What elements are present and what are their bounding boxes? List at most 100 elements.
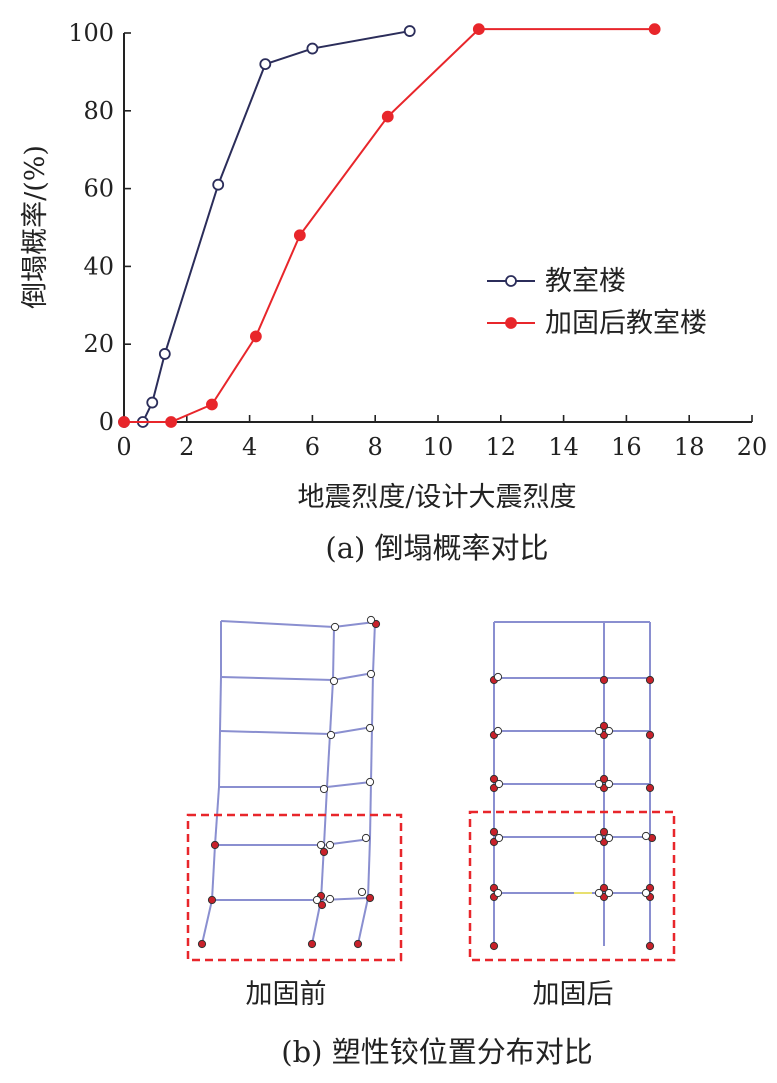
plastic-hinge-open (493, 888, 503, 898)
data-point (381, 110, 394, 123)
plastic-hinge-open (330, 622, 340, 632)
plastic-hinge-open (604, 888, 614, 898)
frame-member (329, 679, 334, 735)
plastic-hinge-filled (599, 883, 609, 893)
plastic-hinge-filled (645, 783, 655, 793)
plastic-hinge-open (641, 831, 651, 841)
plastic-hinge-open (325, 840, 335, 850)
plastic-hinge-filled (645, 730, 655, 740)
y-tick-label: 0 (99, 408, 114, 436)
data-point (306, 42, 319, 55)
series-layer (118, 23, 661, 428)
plastic-hinge-filled (599, 774, 609, 784)
frame-after-retrofit (489, 621, 657, 951)
highlight-box-after (468, 810, 676, 962)
frame-member (332, 672, 374, 681)
series-line (124, 28, 655, 423)
plastic-hinge-filled (210, 840, 220, 850)
plastic-hinge-open (312, 895, 322, 905)
data-point (118, 416, 130, 428)
x-tick-label: 8 (368, 433, 383, 461)
x-tick-label: 2 (179, 433, 194, 461)
plastic-hinge-open (494, 779, 504, 789)
plastic-hinge-filled (645, 675, 655, 685)
plastic-hinge-open (326, 730, 336, 740)
legend-label: 教室楼 (545, 266, 626, 297)
x-tick-label: 14 (548, 433, 579, 461)
plastic-hinge-open (316, 840, 326, 850)
y-tick-label: 60 (83, 175, 114, 203)
plastic-hinge-open (594, 779, 604, 789)
x-tick-label: 18 (674, 433, 705, 461)
data-point (293, 229, 306, 242)
caption-b: (b) 塑性铰位置分布对比 (281, 1035, 592, 1069)
data-point (648, 23, 661, 36)
collapse-probability-chart: 0 2 4 6 8 10 12 14 16 18 20 0 20 40 60 80 100 地震烈度/设计大震… (20, 19, 767, 513)
frame-member (219, 730, 331, 735)
plastic-hinge-open (604, 726, 614, 736)
plastic-hinge-open (357, 887, 367, 897)
plastic-hinge-filled (207, 895, 217, 905)
plastic-hinge-filled (317, 900, 327, 910)
y-axis-title: 倒塌概率/(%) (20, 145, 51, 309)
plastic-hinge-open (493, 672, 503, 682)
data-point (206, 398, 218, 411)
plastic-hinge-open (594, 833, 604, 843)
x-axis-title: 地震烈度/设计大震烈度 (297, 482, 576, 513)
frame-member (372, 621, 376, 674)
plastic-hinge-open (361, 833, 371, 843)
x-tick-label: 16 (611, 433, 642, 461)
frame-member (218, 730, 221, 788)
plastic-hinge-filled (645, 941, 655, 951)
x-tick-label: 20 (737, 433, 768, 461)
plastic-hinge-filled (319, 847, 329, 857)
frame-member (332, 626, 335, 681)
frame-member (220, 620, 335, 628)
frame-member (367, 838, 371, 899)
frame-before-retrofit (197, 615, 381, 949)
plastic-hinge-open (365, 723, 375, 733)
plastic-hinge-filled (599, 675, 609, 685)
y-tick-label: 40 (83, 252, 114, 280)
plastic-hinge-filled (353, 939, 363, 949)
plastic-hinge-open (493, 726, 503, 736)
data-point (259, 58, 272, 71)
x-tick-label: 0 (116, 433, 131, 461)
x-axis-ticks: 0 2 4 6 8 10 12 14 16 18 20 (116, 415, 767, 461)
y-tick-label: 100 (68, 19, 114, 47)
series-2 (118, 23, 661, 428)
data-point (472, 23, 485, 36)
legend-marker (505, 275, 517, 287)
frame-member (371, 672, 374, 728)
plastic-hinge-filled (489, 827, 499, 837)
frame-member (329, 726, 373, 735)
x-tick-label: 4 (242, 433, 257, 461)
data-point (146, 396, 159, 409)
frame-member (369, 781, 372, 840)
plastic-hinge-open (494, 833, 504, 843)
plastic-hinge-open (641, 888, 651, 898)
plastic-hinge-filled (365, 893, 375, 903)
frame-after-label: 加固后 (533, 979, 614, 1010)
data-point (165, 416, 178, 428)
chart-axes (123, 33, 752, 423)
frame-member (219, 676, 222, 732)
plastic-hinge-open (365, 777, 375, 787)
y-axis-ticks: 0 20 40 60 80 100 (68, 19, 131, 436)
plastic-hinge-open (366, 669, 376, 679)
plastic-hinge-filled (599, 721, 609, 731)
plastic-hinge-open (325, 894, 335, 904)
data-point (249, 330, 262, 343)
highlight-box-before (186, 813, 403, 962)
frame-member (211, 844, 216, 901)
legend-marker (505, 317, 517, 329)
y-tick-label: 80 (83, 97, 114, 125)
frame-member (370, 726, 373, 783)
plastic-hinge-filled (599, 827, 609, 837)
series-1 (118, 25, 416, 428)
frame-member (326, 781, 372, 788)
x-tick-label: 10 (423, 433, 454, 461)
frame-member (201, 899, 213, 945)
plastic-hinge-filled (489, 774, 499, 784)
